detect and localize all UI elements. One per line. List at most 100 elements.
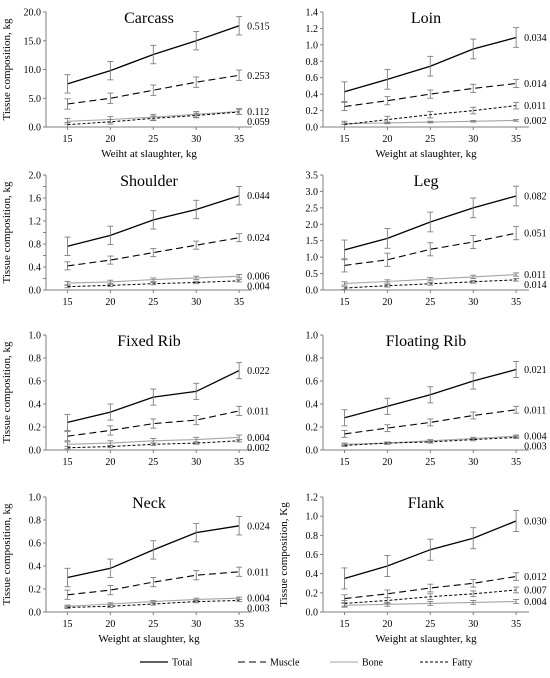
x-tick-label: 20	[382, 134, 392, 145]
y-axis-label: Tissue composition, kg	[1, 18, 13, 120]
y-tick-label: 2.0	[29, 171, 42, 182]
error-bar	[341, 286, 348, 290]
error-bar	[384, 555, 391, 577]
x-tick-label: 15	[62, 457, 72, 468]
x-tick-label: 20	[105, 134, 115, 145]
x-tick-label: 30	[191, 297, 201, 308]
error-bar	[193, 523, 200, 543]
error-bar	[193, 31, 200, 51]
y-tick-label: 1.6	[29, 194, 42, 205]
slope-label-bone: 0.002	[524, 116, 547, 127]
error-bar	[236, 598, 243, 603]
slope-label-muscle: 0.011	[524, 405, 546, 416]
error-bar	[107, 283, 114, 287]
x-tick-label: 20	[382, 297, 392, 308]
y-tick-label: 5.0	[29, 94, 42, 105]
error-bar	[513, 119, 520, 122]
y-tick-label: 2.5	[306, 203, 319, 214]
y-tick-label: 0.2	[29, 585, 42, 596]
y-tick-label: 0.4	[306, 400, 319, 411]
series-line-muscle	[67, 410, 240, 437]
y-tick-label: 0.0	[29, 446, 42, 457]
y-tick-label: 0.8	[29, 354, 42, 365]
x-tick-label: 35	[234, 619, 244, 630]
error-bar	[193, 570, 200, 581]
slope-label-bone: 0.004	[524, 597, 547, 608]
x-tick-label: 30	[468, 619, 478, 630]
slope-label-fatty: 0.003	[247, 604, 270, 615]
error-bar	[513, 185, 520, 207]
y-tick-label: 0.0	[29, 123, 42, 134]
legend-label-muscle: Muscle	[270, 658, 300, 669]
slope-label-total: 0.024	[247, 521, 270, 532]
y-tick-label: 1.0	[306, 253, 319, 264]
y-tick-label: 0.6	[306, 377, 319, 388]
error-bar	[384, 228, 391, 249]
error-bar	[107, 279, 114, 285]
error-bar	[427, 601, 434, 606]
error-bar	[513, 101, 520, 110]
panel-title: Carcass	[124, 10, 174, 27]
y-tick-label: 1.0	[306, 331, 319, 342]
error-bar	[150, 115, 157, 122]
y-tick-label: 1.5	[306, 236, 319, 247]
slope-label-muscle: 0.014	[524, 79, 547, 90]
x-tick-label: 15	[339, 619, 349, 630]
slope-label-fatty: 0.014	[524, 280, 547, 291]
slope-label-bone: 0.004	[524, 432, 547, 443]
error-bar	[470, 235, 477, 250]
y-tick-label: 3.0	[306, 187, 319, 198]
error-bar	[64, 98, 71, 110]
slope-label-muscle: 0.024	[247, 233, 270, 244]
x-tick-label: 35	[511, 134, 521, 145]
error-bar	[470, 578, 477, 588]
error-bar	[64, 280, 71, 286]
slope-label-total: 0.034	[524, 33, 547, 44]
error-bar	[107, 119, 114, 125]
y-tick-label: 0.6	[306, 550, 319, 561]
error-bar	[427, 418, 434, 427]
y-tick-label: 1.0	[29, 331, 42, 342]
error-bar	[513, 405, 520, 414]
slope-label-total: 0.022	[247, 366, 270, 377]
error-bar	[64, 567, 71, 588]
error-bar	[236, 274, 243, 279]
error-bar	[107, 444, 114, 449]
panel-title: Neck	[132, 495, 166, 512]
error-bar	[384, 279, 391, 284]
x-tick-label: 25	[425, 134, 435, 145]
y-tick-label: 15.0	[24, 36, 42, 47]
y-tick-label: 0.0	[306, 446, 319, 457]
y-tick-label: 0.8	[306, 531, 319, 542]
error-bar	[107, 585, 114, 596]
y-axis-label: Tissue composition, Kg	[278, 502, 290, 607]
error-bar	[384, 424, 391, 433]
y-tick-label: 1.0	[29, 493, 42, 504]
x-tick-label: 35	[234, 297, 244, 308]
x-tick-label: 30	[191, 457, 201, 468]
error-bar	[513, 278, 520, 282]
error-bar	[427, 89, 434, 99]
y-tick-label: 3.5	[306, 171, 319, 182]
x-tick-label: 15	[339, 457, 349, 468]
legend-item-fatty: Fatty	[420, 658, 473, 669]
y-tick-label: 1.2	[306, 24, 319, 35]
slope-label-total: 0.044	[247, 191, 270, 202]
error-bar	[193, 382, 200, 400]
y-tick-label: 1.4	[306, 8, 319, 19]
chart-panel-3: 0.0 0.4 0.8 1.2 1.6 2.0 15 20 25 30 35 Shoulder Tiss…	[1, 171, 270, 309]
series-line-muscle	[344, 575, 517, 600]
y-tick-label: 0.6	[29, 539, 42, 550]
error-bar	[236, 405, 243, 416]
error-bar	[427, 440, 434, 444]
y-tick-label: 0.8	[306, 57, 319, 68]
x-tick-label: 25	[148, 134, 158, 145]
y-tick-label: 0.8	[306, 354, 319, 365]
error-bar	[64, 74, 71, 94]
error-bar	[64, 236, 71, 256]
error-bar	[236, 566, 243, 577]
error-bar	[150, 44, 157, 65]
y-tick-label: 0.6	[29, 377, 42, 388]
error-bar	[193, 415, 200, 426]
x-tick-label: 35	[511, 457, 521, 468]
